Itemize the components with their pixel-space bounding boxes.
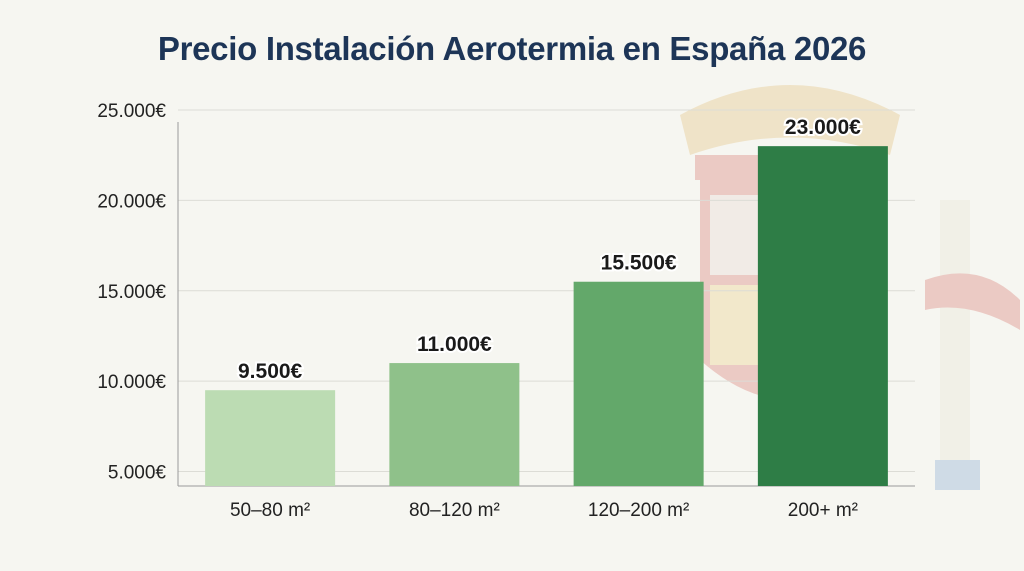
x-tick-label: 120–200 m²: [588, 500, 689, 521]
bar-value-label: 15.500€: [601, 252, 677, 275]
bar-value-label: 11.000€: [417, 333, 492, 356]
bar: [389, 363, 520, 486]
bar: [573, 281, 704, 486]
x-tick-label: 80–120 m²: [409, 500, 500, 521]
y-tick-label: 20.000€: [97, 191, 166, 212]
y-tick-label: 25.000€: [97, 101, 166, 122]
y-tick-label: 15.000€: [97, 282, 166, 303]
x-tick-label: 200+ m²: [788, 500, 858, 521]
y-tick-label: 5.000€: [108, 463, 167, 484]
chart-title: Precio Instalación Aerotermia en España …: [157, 30, 867, 67]
bar-value-label: 23.000€: [785, 116, 861, 139]
bar: [205, 390, 336, 486]
bar: [757, 146, 888, 486]
x-tick-label: 50–80 m²: [230, 500, 310, 521]
y-tick-label: 10.000€: [97, 372, 166, 393]
bar-value-label: 9.500€: [238, 360, 303, 383]
